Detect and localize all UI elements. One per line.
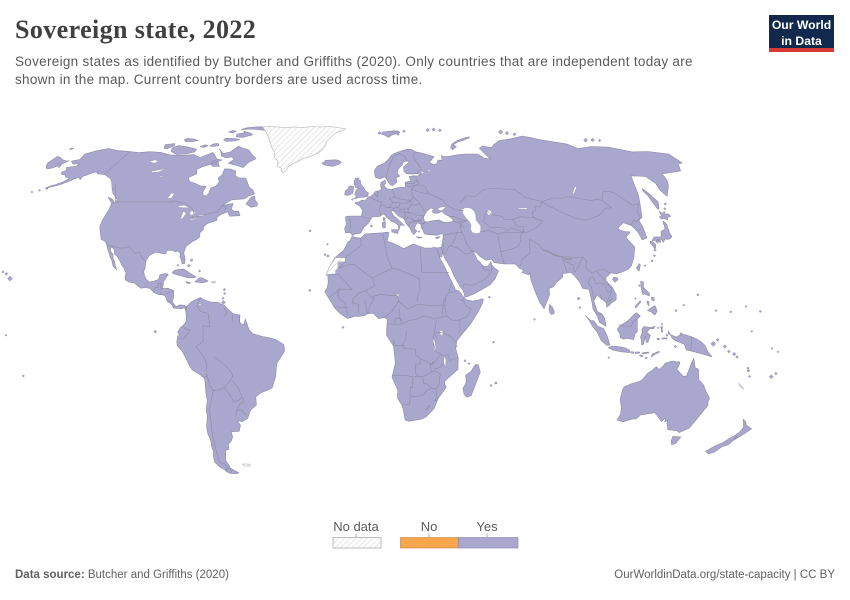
svg-text:No: No bbox=[421, 519, 438, 534]
svg-text:No data: No data bbox=[333, 519, 379, 534]
svg-text:Yes: Yes bbox=[476, 519, 498, 534]
